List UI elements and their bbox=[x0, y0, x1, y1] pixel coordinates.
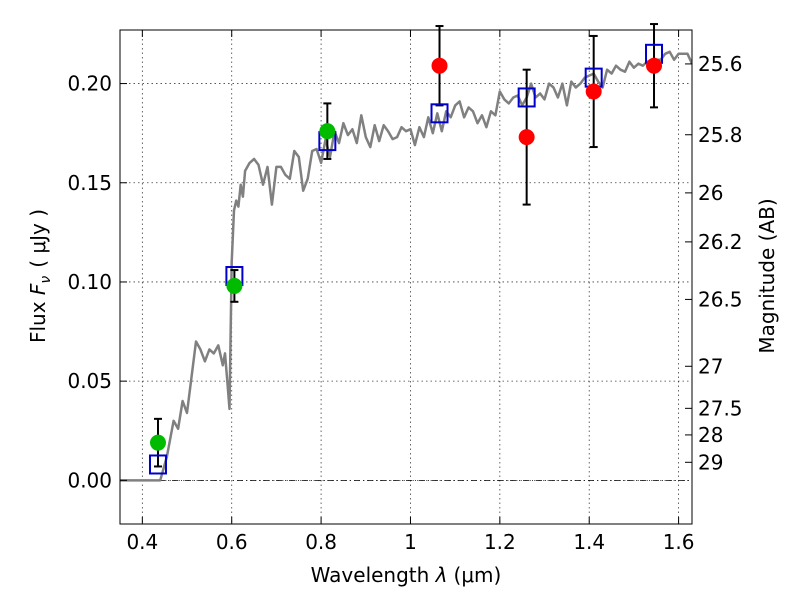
magnitude-tick-label: 26 bbox=[698, 181, 723, 205]
magnitude-tick-label: 25.6 bbox=[698, 52, 743, 76]
x-tick-label: 1.6 bbox=[663, 530, 695, 554]
model-photometry-square bbox=[148, 454, 167, 475]
y-tick-label: 0.20 bbox=[67, 72, 112, 96]
x-tick-label: 1 bbox=[404, 530, 417, 554]
observed-flux-point bbox=[226, 277, 243, 294]
x-axis-label: Wavelength λ (μm) bbox=[311, 563, 502, 587]
x-axis-label-prefix: Wavelength bbox=[311, 563, 436, 587]
observed-flux-point bbox=[585, 83, 602, 100]
y-axis-label-prefix: Flux bbox=[26, 295, 50, 343]
plot-frame bbox=[119, 29, 693, 525]
markers bbox=[148, 43, 664, 475]
right-axis-label: Magnitude (AB) bbox=[755, 198, 779, 353]
y-tick-label: 0.10 bbox=[67, 270, 112, 294]
observed-flux-point bbox=[431, 57, 448, 74]
magnitude-tick-label: 26.5 bbox=[698, 287, 743, 311]
magnitude-tick-label: 25.8 bbox=[698, 123, 743, 147]
x-tick-label: 0.4 bbox=[126, 530, 158, 554]
y-axis-label: Flux Fν ( μJy ) bbox=[26, 209, 54, 343]
model-photometry-square bbox=[517, 87, 536, 108]
model-spectrum-line bbox=[120, 50, 692, 482]
x-tick-label: 0.8 bbox=[305, 530, 337, 554]
x-tick-label: 0.6 bbox=[216, 530, 248, 554]
magnitude-tick-label: 29 bbox=[698, 450, 723, 474]
grid bbox=[120, 30, 692, 524]
magnitude-tick-label: 28 bbox=[698, 423, 723, 447]
observed-flux-point bbox=[319, 123, 336, 140]
y-axis-label-symbol: F bbox=[26, 283, 50, 295]
observed-flux-point bbox=[646, 57, 663, 74]
x-tick-label: 1.2 bbox=[484, 530, 516, 554]
magnitude-tick-label: 26.2 bbox=[698, 230, 743, 254]
y-tick-label: 0.05 bbox=[67, 369, 112, 393]
ticks: 0.4 0.6 0.8 1 1.2 1.4 1.6 0.00 0.05 0.10 0.15 0.20 2… bbox=[67, 30, 743, 554]
x-axis-label-unit: (μm) bbox=[454, 563, 502, 587]
observed-flux-point bbox=[149, 434, 166, 451]
model-photometry-square bbox=[430, 103, 449, 124]
y-axis-label-unit: ( μJy ) bbox=[26, 209, 50, 268]
y-tick-label: 0.00 bbox=[67, 468, 112, 492]
magnitude-tick-label: 27 bbox=[698, 354, 723, 378]
y-axis-label-subscript: ν bbox=[38, 276, 54, 284]
y-tick-label: 0.15 bbox=[67, 171, 112, 195]
x-tick-label: 1.4 bbox=[573, 530, 605, 554]
observed-flux-point bbox=[518, 129, 535, 146]
magnitude-tick-label: 27.5 bbox=[698, 396, 743, 420]
model-spectrum-layer bbox=[120, 50, 692, 482]
x-axis-label-symbol: λ bbox=[435, 563, 448, 587]
